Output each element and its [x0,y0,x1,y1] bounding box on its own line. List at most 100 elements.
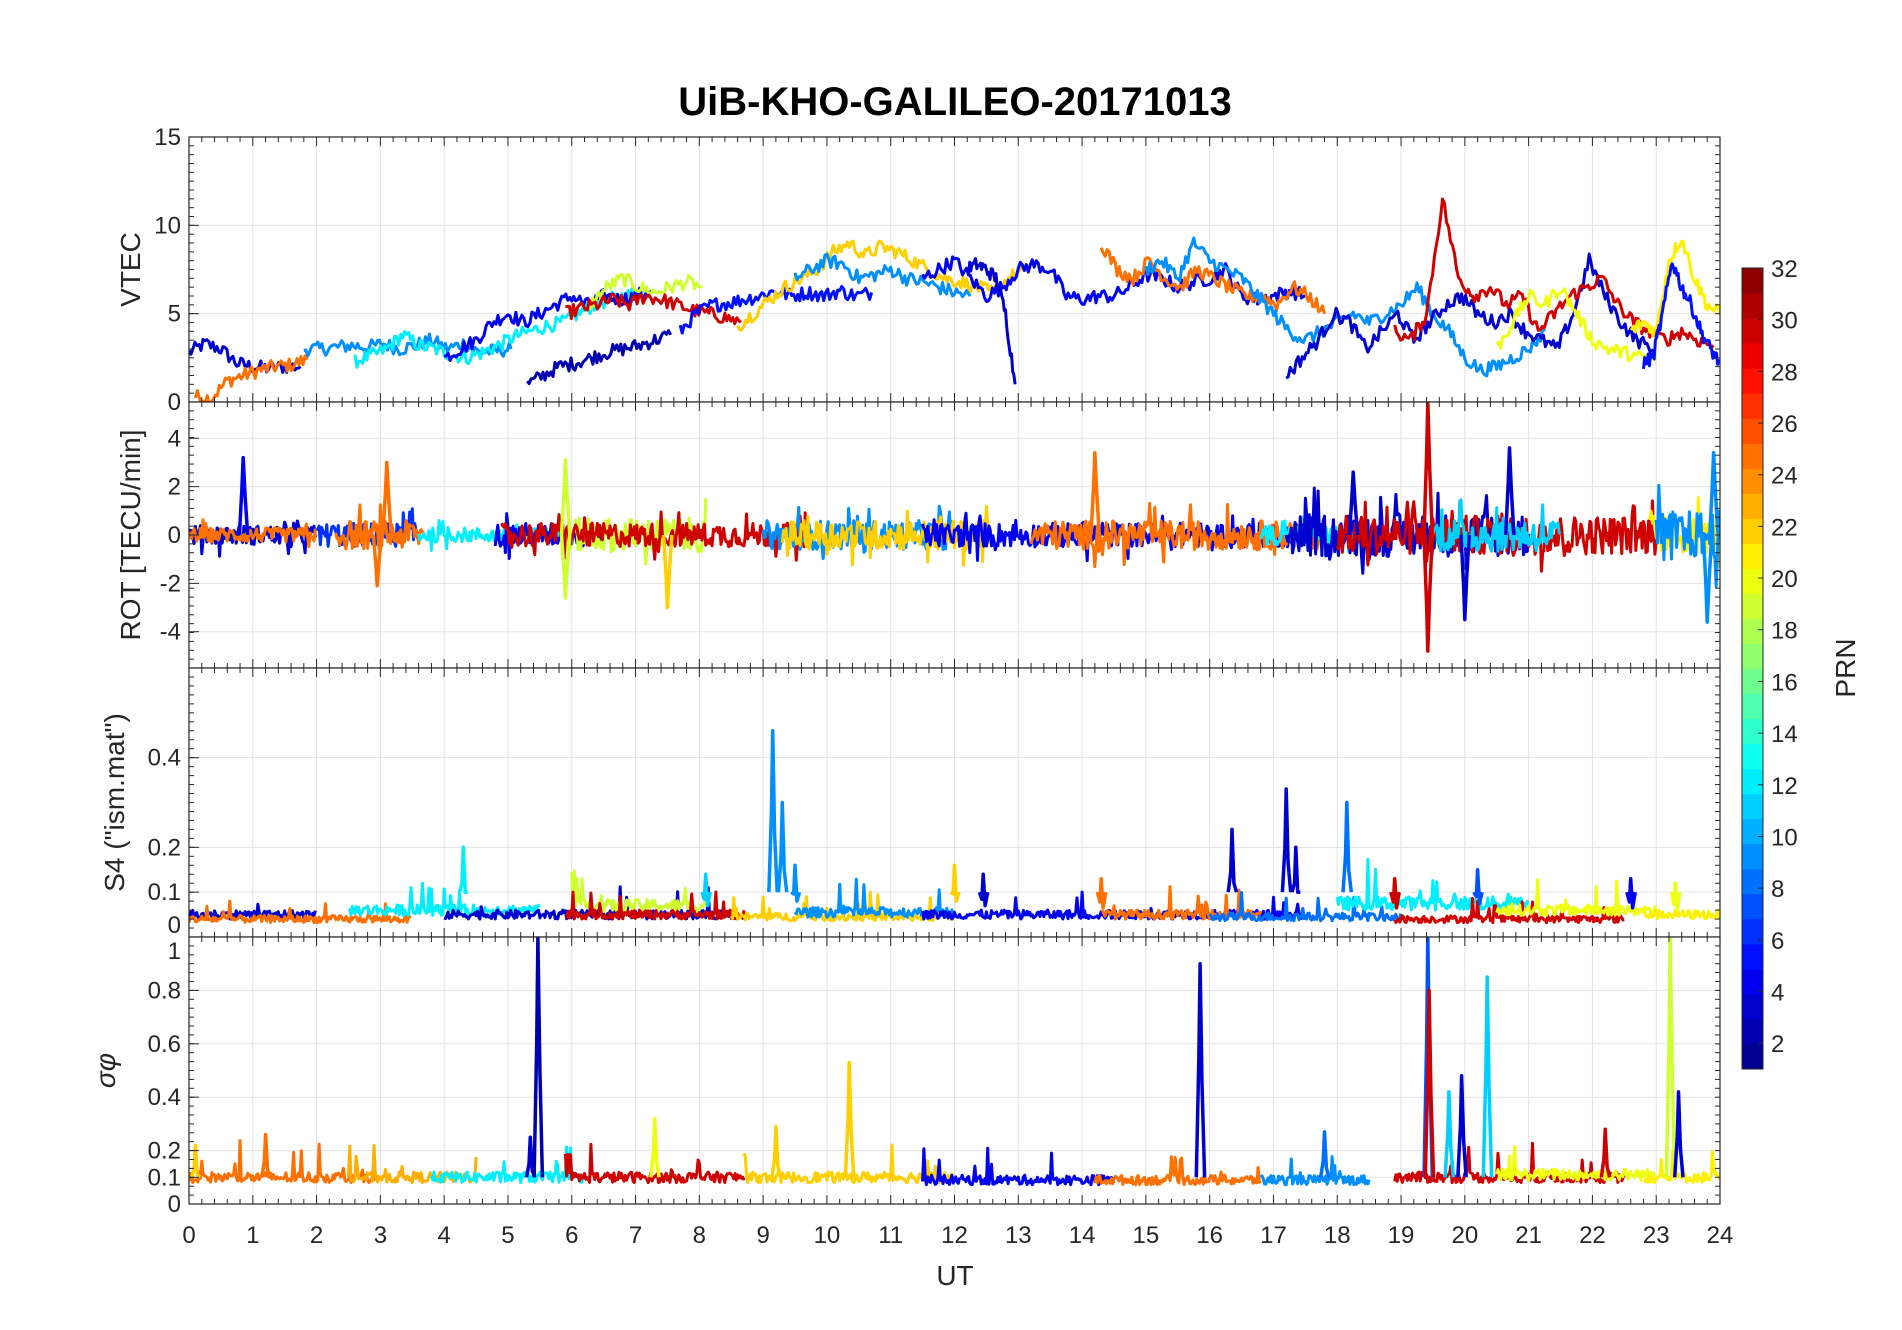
colorbar-tick-label: 32 [1771,256,1798,283]
y-tick-label: 0 [168,912,181,939]
spike-prn-30 [1422,402,1435,536]
series-line-prn-9 [793,252,972,299]
colorbar-tick-label: 4 [1771,979,1784,1006]
y-tick-label: 0 [168,1191,181,1218]
series-line-prn-22 [729,890,956,923]
y-tick-label: 4 [168,425,181,452]
spike-prn-3 [1347,470,1360,536]
spike-prn-25 [1095,876,1108,910]
chart-title: UiB-KHO-GALILEO-20171013 [678,80,1231,124]
series-line-prn-25 [189,1139,380,1185]
series-line-prn-12 [353,287,644,369]
colorbar-swatch [1742,918,1763,945]
spike-prn-30 [1599,1127,1612,1178]
panel-0: 0 5 10 15 VTEC [115,124,1721,416]
series-line-prn-9 [1259,1155,1371,1187]
colorbar-swatch [1742,293,1763,319]
colorbar-swatch [1742,743,1763,770]
spike-prn-9 [767,729,779,893]
colorbar-swatch [1742,768,1763,795]
spike-prn-22 [843,1060,856,1178]
colorbar-swatch [1742,268,1763,294]
spike-prn-25 [371,534,384,588]
y-tick-label: 0 [168,522,181,549]
series-line-prn-20 [1495,1145,1658,1182]
y-tick-label: 0 [168,389,181,416]
colorbar-swatch [1742,793,1763,820]
spike-prn-22 [189,1143,202,1179]
x-tick-label: 24 [1707,1222,1734,1249]
x-tick-label: 3 [374,1222,387,1249]
colorbar-tick-label: 24 [1771,463,1798,490]
y-tick-label: -4 [160,619,181,646]
spike-prn-22 [661,534,674,610]
x-tick-label: 16 [1196,1222,1223,1249]
panel-3: 00.10.2 0.4 0.6 0.8 1 σφ [90,936,1721,1218]
spike-prn-9 [1701,534,1714,624]
x-tick-label: 1 [246,1222,259,1249]
spike-prn-3 [1672,1090,1685,1178]
y-tick-label: 0.4 [148,745,181,772]
colorbar-swatch [1742,643,1763,669]
colorbar-swatch [1742,968,1763,995]
colorbar-tick-label: 20 [1771,566,1798,593]
spike-prn-8 [1318,1130,1331,1178]
series-line-prn-25 [1099,247,1326,315]
series-line-prn-25 [334,503,425,551]
series-line-prn-30 [563,1142,746,1185]
colorbar-swatch [1742,493,1763,519]
axes-box [188,936,1721,1205]
series-line-prn-21 [1629,239,1720,338]
spike-prn-2 [532,937,545,1178]
data-lines [189,937,1720,1187]
colorbar-label: PRN [1830,638,1861,697]
series-line-prn-20 [1495,878,1658,917]
colorbar-swatch [1742,568,1763,594]
x-tick-label: 11 [878,1222,903,1249]
spike-prn-3 [1226,827,1239,893]
spike-prn-30 [1422,534,1435,653]
colorbar-swatch [1742,443,1763,469]
colorbar-box [1741,267,1764,1070]
series-line-prn-20 [1495,287,1658,363]
spike-prn-3 [1290,845,1301,894]
y-axis-label: S4 ("ism.mat") [99,713,130,892]
colorbar-tick-label: 22 [1771,514,1798,541]
spike-prn-8 [1341,800,1354,893]
x-tick-label: 21 [1515,1222,1542,1249]
colorbar-tick-label: 10 [1771,824,1798,851]
x-tick-label: 20 [1451,1222,1478,1249]
x-tick-label: 18 [1324,1222,1351,1249]
y-tick-label: 0.2 [148,1138,181,1165]
panel-2: 0 0.1 0.2 0.4 S4 ("ism.mat") [99,667,1721,939]
y-tick-label: 0.2 [148,834,181,861]
series-line-prn-2 [525,329,672,386]
colorbar-tick-label: 16 [1771,669,1798,696]
series-line-prn-9 [303,332,513,358]
y-tick-label: 2 [168,474,181,501]
colorbar-swatch [1742,1018,1763,1045]
spike-prn-25 [1089,451,1102,536]
spike-prn-3 [1194,961,1207,1178]
colorbar-swatch [1742,418,1763,444]
series-line-prn-3 [189,902,317,921]
y-tick-label: 0.1 [148,1164,181,1191]
spike-prn-3 [1459,534,1472,622]
colorbar-swatch [1742,843,1763,870]
colorbar-swatch [1742,618,1763,644]
y-axis-label: ROT [TECU/min] [115,429,146,640]
series-line-prn-12 [429,1145,586,1184]
spike-prn-9 [790,863,802,903]
y-tick-label: 0.1 [148,879,181,906]
y-tick-label: 5 [168,301,181,328]
spike-prn-3 [977,872,990,908]
y-tick-label: 10 [154,212,181,239]
series-line-prn-25 [1093,1155,1262,1187]
x-axis-label: UT [936,1260,973,1291]
spike-prn-3 [1456,1074,1468,1178]
colorbar-tick-label: 28 [1771,359,1798,386]
spike-prn-19 [1664,937,1677,1178]
spike-prn-7 [1472,868,1484,906]
spike-prn-20 [649,1116,661,1178]
